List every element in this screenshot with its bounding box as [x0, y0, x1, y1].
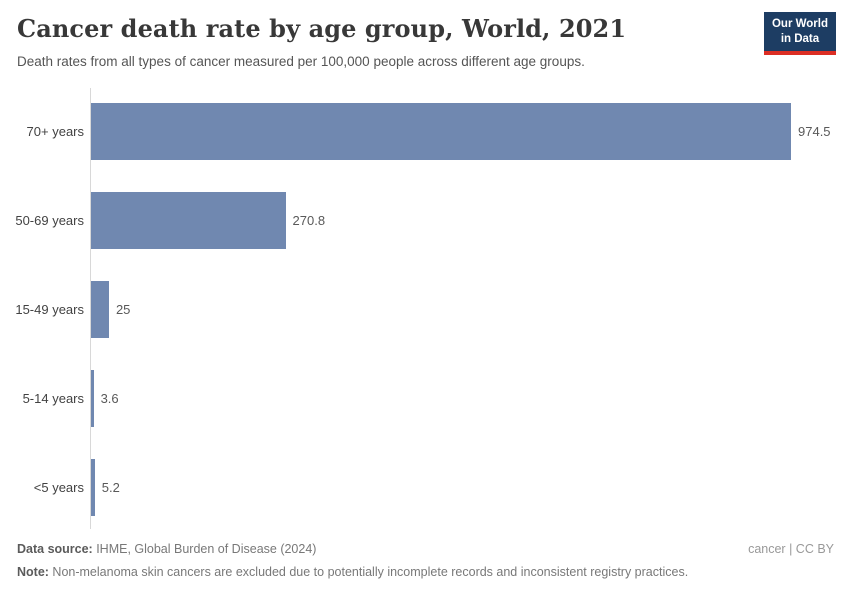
- note-line: Note: Non-melanoma skin cancers are excl…: [17, 565, 688, 579]
- bar[interactable]: [91, 281, 109, 338]
- chart-title: Cancer death rate by age group, World, 2…: [17, 14, 627, 43]
- bar-row: 50-69 years 270.8: [0, 192, 850, 249]
- category-label: 50-69 years: [15, 213, 84, 228]
- bar-row: 70+ years 974.5: [0, 103, 850, 160]
- y-axis-line: [90, 88, 91, 529]
- bar[interactable]: [91, 370, 94, 427]
- category-label: 15-49 years: [15, 302, 84, 317]
- bar[interactable]: [91, 103, 791, 160]
- value-label: 974.5: [798, 124, 831, 139]
- category-label: 70+ years: [26, 124, 84, 139]
- category-label: 5-14 years: [22, 391, 84, 406]
- bar[interactable]: [91, 459, 95, 516]
- data-source-label: Data source:: [17, 542, 93, 556]
- value-label: 5.2: [101, 480, 120, 495]
- value-label: 3.6: [100, 391, 119, 406]
- bar-row: 15-49 years 25: [0, 281, 850, 338]
- bar-chart: 70+ years 974.5 50-69 years 270.8 15-49 year…: [0, 88, 850, 530]
- value-label: 25: [115, 302, 131, 317]
- owid-logo-line2: in Data: [780, 32, 820, 45]
- note-text: Non-melanoma skin cancers are excluded d…: [48, 564, 689, 579]
- value-label: 270.8: [292, 213, 326, 228]
- chart-subtitle: Death rates from all types of cancer mea…: [17, 54, 585, 69]
- license-text[interactable]: cancer | CC BY: [748, 542, 834, 556]
- footer: Data source: IHME, Global Burden of Dise…: [17, 541, 834, 581]
- bar-row: 5-14 years 3.6: [0, 370, 850, 427]
- owid-logo[interactable]: Our World in Data: [763, 12, 836, 55]
- note-label: Note:: [17, 564, 49, 579]
- owid-logo-line1: Our World: [771, 18, 828, 30]
- category-label: <5 years: [33, 480, 84, 495]
- bar-row: <5 years 5.2: [0, 459, 850, 516]
- bar[interactable]: [91, 192, 286, 249]
- data-source-text: IHME, Global Burden of Disease (2024): [92, 542, 317, 556]
- data-source-line: Data source: IHME, Global Burden of Dise…: [17, 541, 316, 558]
